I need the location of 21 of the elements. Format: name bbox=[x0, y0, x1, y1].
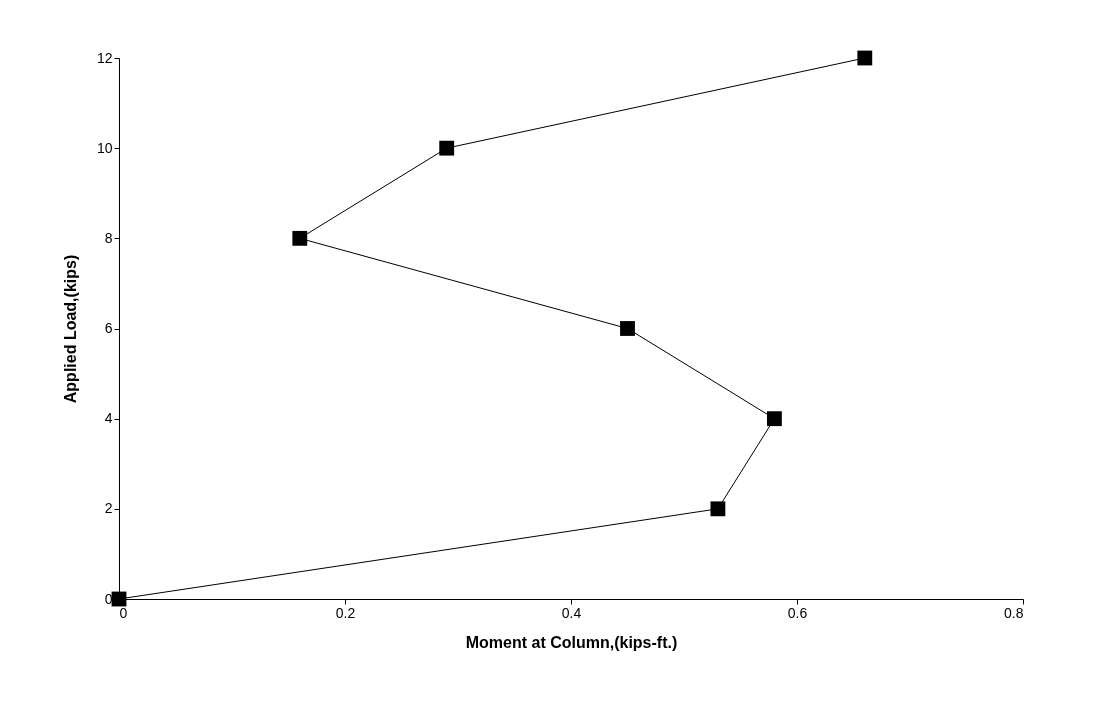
point bbox=[111, 591, 127, 607]
point bbox=[620, 321, 635, 336]
x-tick-label: 0.2 bbox=[335, 604, 356, 621]
y-tick-label: 4 bbox=[104, 410, 113, 427]
point bbox=[439, 140, 455, 156]
y-axis-title: Applied Load,(kips) bbox=[61, 254, 79, 404]
x-tick-label: 0.8 bbox=[1004, 604, 1024, 621]
point bbox=[766, 411, 782, 427]
point bbox=[292, 230, 308, 246]
point bbox=[710, 501, 726, 517]
y-tick-label: 2 bbox=[104, 500, 113, 517]
y-tick-label: 6 bbox=[104, 320, 113, 336]
x-axis-title: Moment at Column,(kips-ft.) bbox=[465, 633, 678, 651]
y-tick-label: 0 bbox=[104, 590, 113, 607]
y-tick-label: 10 bbox=[96, 139, 113, 156]
x-tick-label: 0 bbox=[119, 604, 128, 621]
x-tick-label: 0.6 bbox=[787, 604, 808, 621]
point bbox=[857, 50, 873, 66]
y-tick-label: 8 bbox=[104, 229, 113, 246]
x-tick-label: 0.4 bbox=[561, 604, 582, 621]
y-tick-label: 12 bbox=[96, 49, 113, 66]
